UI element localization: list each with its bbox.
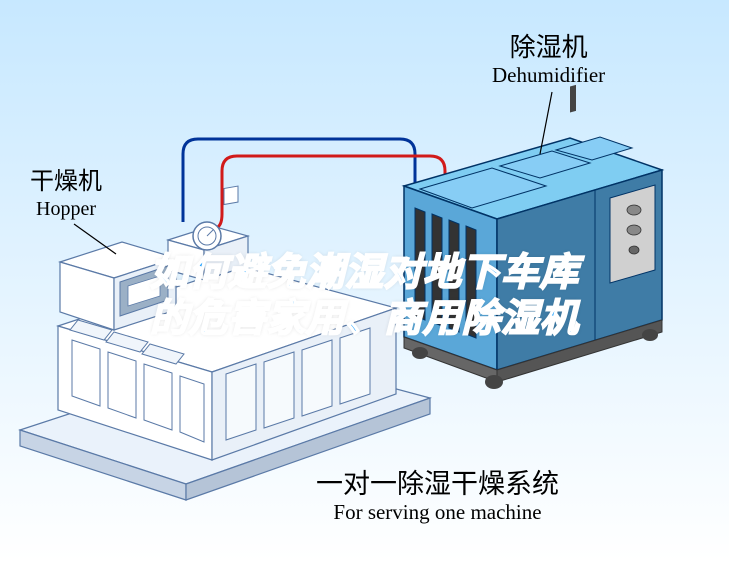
dehumidifier-leader — [540, 92, 552, 154]
caster-icon — [485, 375, 503, 389]
hopper-body-side — [212, 308, 396, 460]
hopper-label-en: Hopper — [30, 197, 102, 221]
caster-icon — [412, 347, 428, 359]
gauge-icon — [193, 222, 221, 250]
hopper-side-vents — [226, 328, 370, 440]
hopper-wings — [70, 320, 184, 364]
dehumidifier-side-panel — [610, 185, 655, 283]
system-label: 一对一除湿干燥系统 For serving one machine — [316, 468, 559, 526]
dehumidifier-top-panel — [420, 137, 632, 208]
hopper-machine — [20, 186, 430, 500]
hopper-label-cn: 干燥机 — [30, 168, 102, 197]
dehumidifier-front — [404, 186, 497, 370]
overlay-line2: 的危害家用、商用除湿机 — [0, 296, 729, 342]
knob-icon — [627, 225, 641, 235]
system-label-cn: 一对一除湿干燥系统 — [316, 468, 559, 500]
overlay-line1: 如何避免潮湿对地下车库 — [0, 250, 729, 296]
hopper-label: 干燥机 Hopper — [30, 168, 102, 221]
caster-icon — [642, 329, 658, 341]
dehumidifier-frame-front — [404, 337, 497, 382]
display-panel — [120, 266, 168, 316]
system-label-en: For serving one machine — [316, 500, 559, 525]
hopper-base-top — [20, 352, 430, 484]
hopper-front-modules — [72, 340, 204, 442]
hopper-body-top — [58, 266, 396, 372]
dehumidifier — [404, 85, 662, 389]
background-rect — [0, 0, 729, 561]
dehumidifier-label: 除湿机 Dehumidifier — [492, 32, 605, 88]
dehumidifier-top — [404, 138, 662, 219]
handle-icon — [570, 85, 576, 113]
hopper-base-side — [186, 398, 430, 500]
overlay-headline: 如何避免潮湿对地下车库 的危害家用、商用除湿机 — [0, 250, 729, 342]
scene-svg — [0, 0, 729, 561]
red-pipe — [216, 156, 445, 228]
dehumidifier-side — [497, 170, 662, 370]
blue-pipe — [183, 139, 415, 222]
dehumidifier-label-en: Dehumidifier — [492, 63, 605, 88]
hopper-leader — [74, 224, 116, 254]
knob-icon — [627, 205, 641, 215]
hopper-base-front — [20, 430, 186, 500]
dehumidifier-frame-side — [497, 320, 662, 382]
button-icon — [629, 246, 639, 254]
dehumidifier-vents — [415, 208, 476, 338]
dehumidifier-label-cn: 除湿机 — [492, 32, 605, 63]
hopper-body-front — [58, 326, 212, 460]
